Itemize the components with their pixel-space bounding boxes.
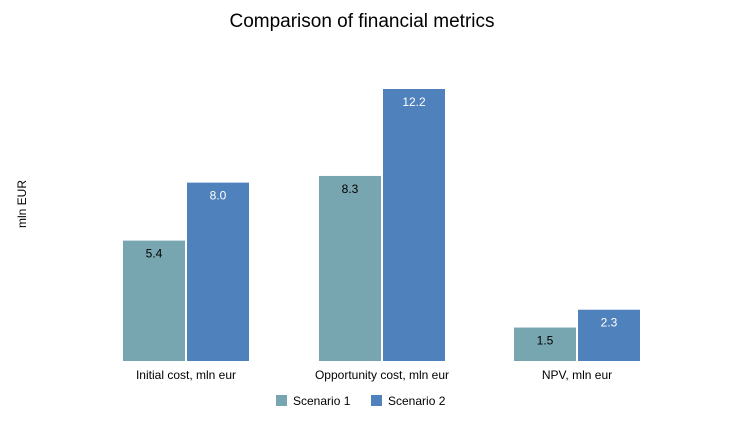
legend-label-2: Scenario 2 [388, 394, 446, 408]
bar-2-3 [578, 309, 640, 361]
data-label-2-2: 12.2 [402, 95, 426, 109]
bar-1-3 [514, 327, 576, 361]
legend-swatch-1 [276, 395, 287, 406]
data-label-2-3: 2.3 [601, 316, 618, 330]
data-label-1-3: 1.5 [537, 334, 554, 348]
bar-2-2 [383, 89, 445, 361]
x-tick-labels: Initial cost, mln eur Opportunity cost, m… [136, 368, 612, 382]
legend-label-1: Scenario 1 [293, 394, 351, 408]
data-label-1-1: 5.4 [146, 247, 163, 261]
data-label-2-1: 8.0 [210, 189, 227, 203]
legend: Scenario 1 Scenario 2 [276, 394, 446, 408]
x-tick-label: Opportunity cost, mln eur [315, 368, 449, 382]
bar-1-2 [319, 175, 381, 361]
data-label-1-2: 8.3 [342, 182, 359, 196]
x-tick-label: NPV, mln eur [542, 368, 612, 382]
x-tick-label: Initial cost, mln eur [136, 368, 236, 382]
y-axis-label: mln EUR [15, 180, 29, 228]
bar-2-1 [187, 182, 249, 361]
legend-swatch-2 [371, 395, 382, 406]
bar-1-1 [123, 240, 185, 361]
bars-group: 5.4 8.0 8.3 12.2 1.5 2.3 [123, 89, 640, 361]
chart-title: Comparison of financial metrics [229, 11, 494, 32]
